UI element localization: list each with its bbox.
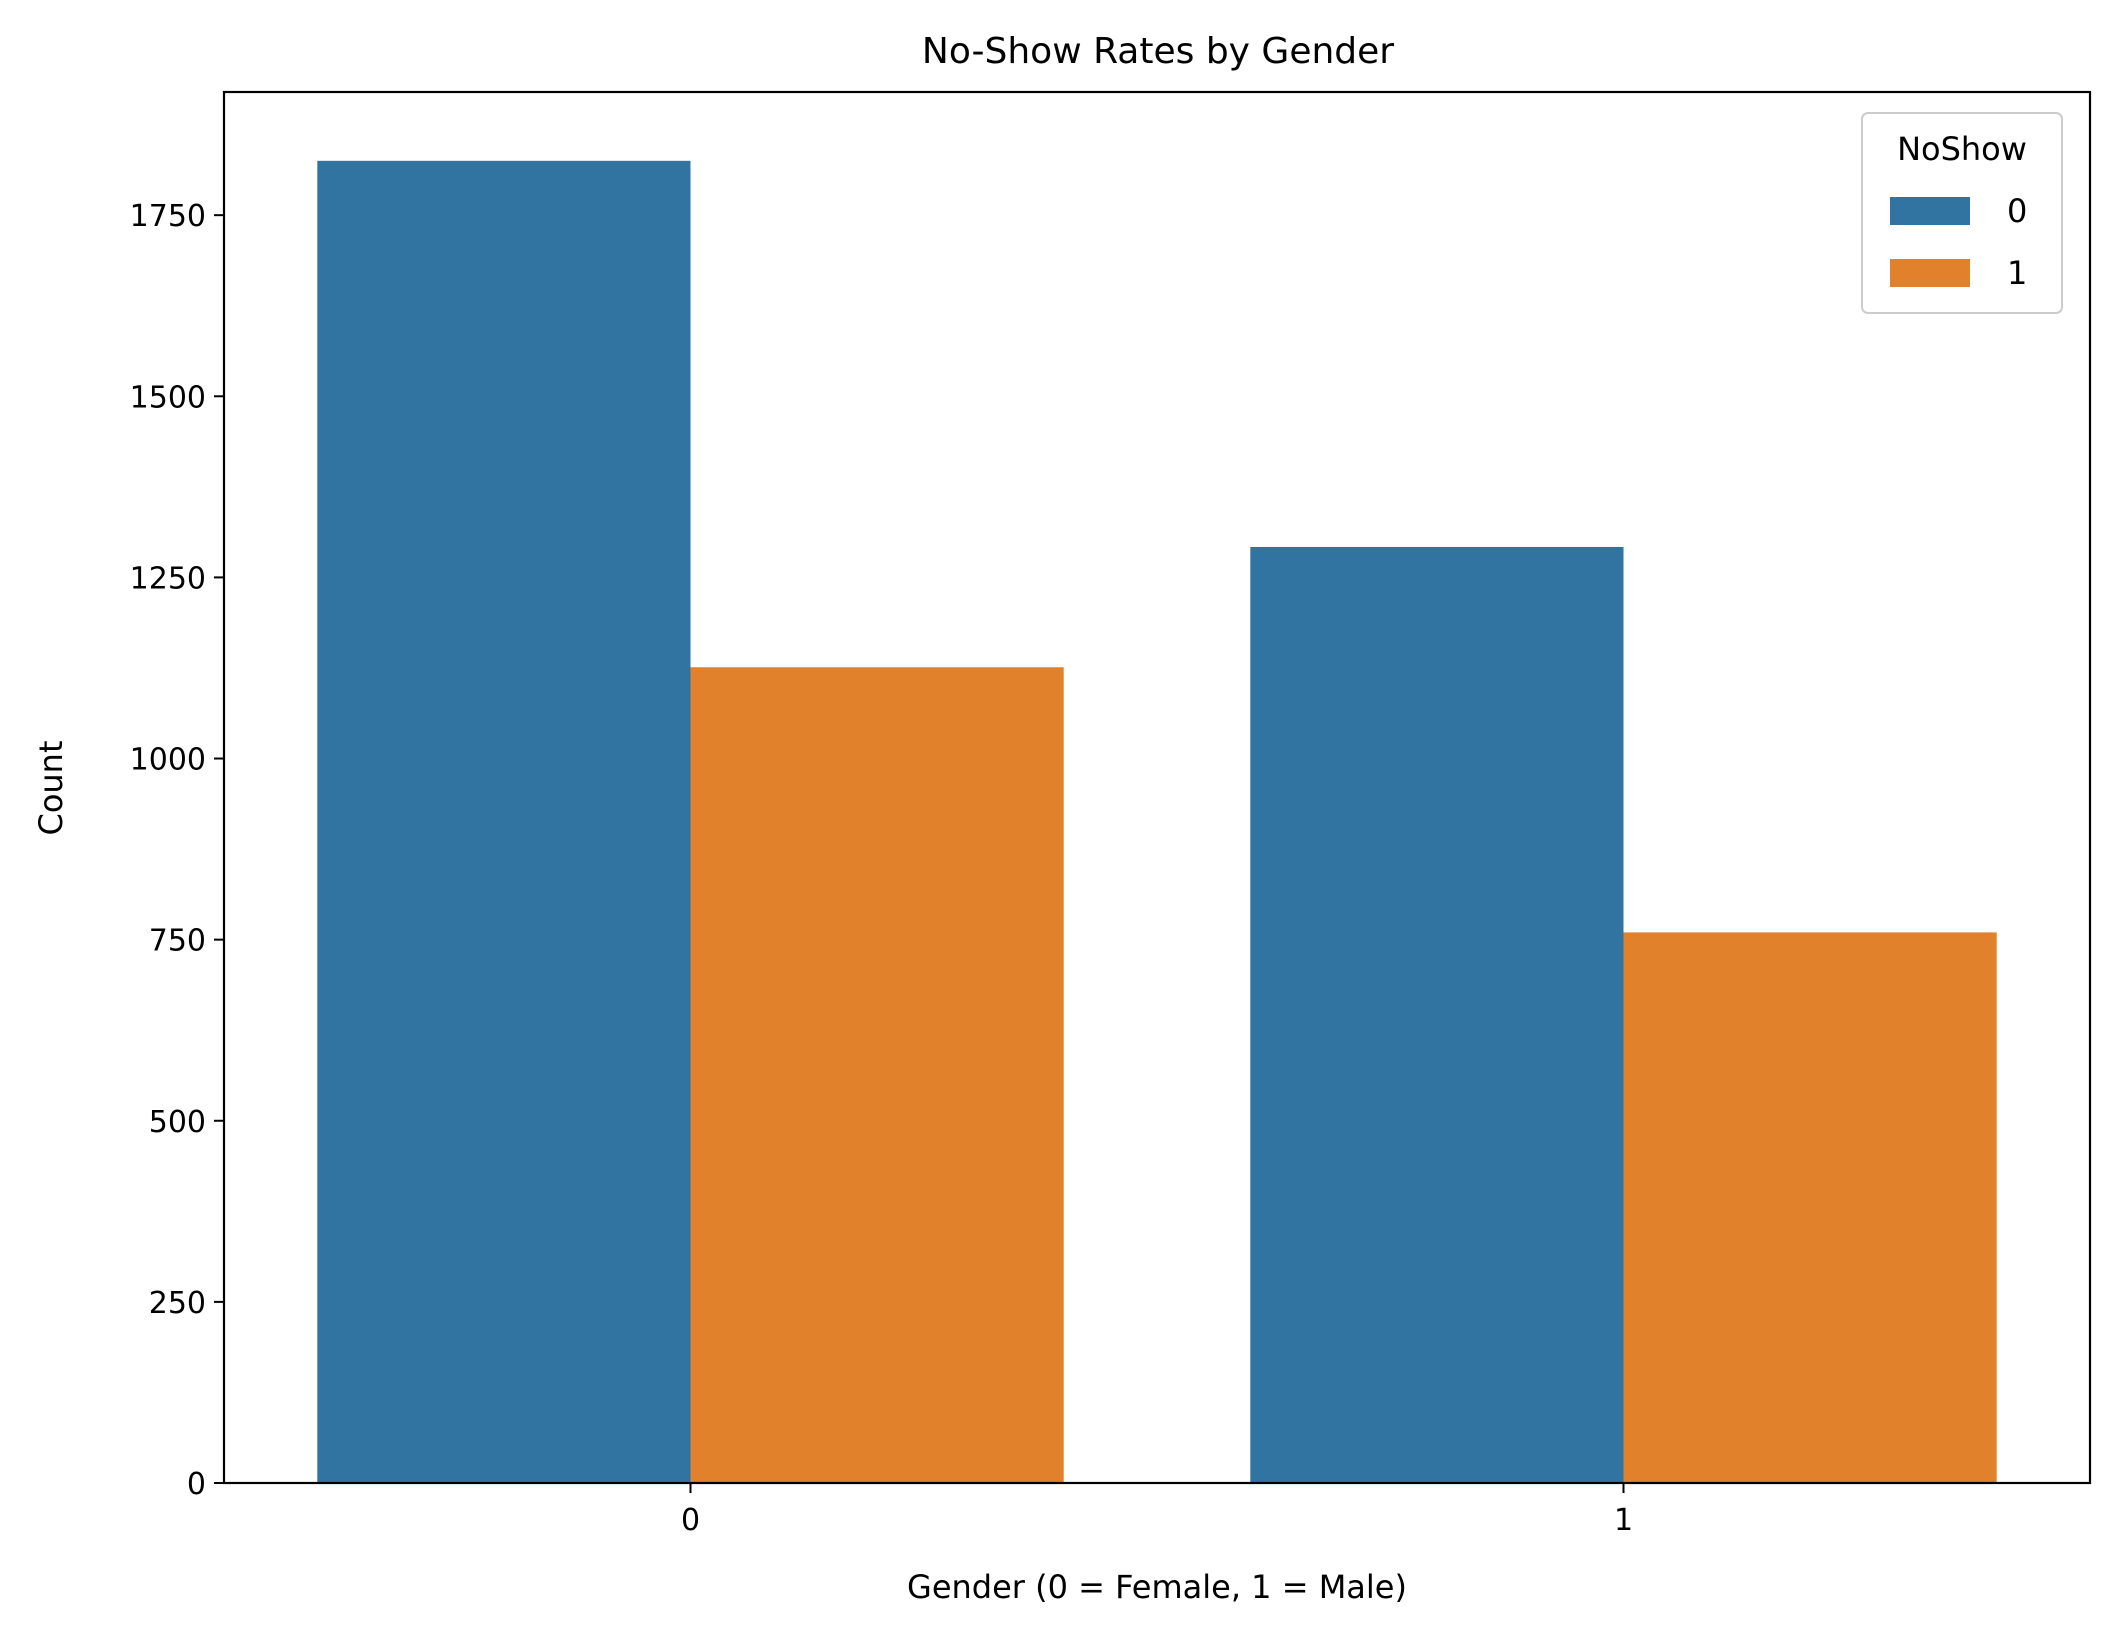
y-axis: 0 250 500 750 1000 1250 1500 1750 (130, 199, 224, 1502)
y-tick-label: 1750 (130, 199, 206, 234)
legend: NoShow 0 1 (1861, 112, 2063, 314)
y-tick-label: 1500 (130, 380, 206, 415)
y-tick-label: 0 (187, 1467, 206, 1502)
bars-group (317, 160, 1997, 1483)
x-axis-label: Gender (0 = Female, 1 = Male) (907, 1568, 1407, 1606)
bar-gender-0-noshow-1 (690, 667, 1064, 1483)
chart-title: No-Show Rates by Gender (922, 31, 1394, 72)
x-tick-label: 1 (1614, 1503, 1633, 1538)
y-tick-label: 500 (149, 1105, 206, 1140)
x-tick-label: 0 (681, 1503, 700, 1538)
y-tick-label: 1000 (130, 743, 206, 778)
plot-frame (222, 90, 2092, 1485)
legend-label-0: 0 (2007, 192, 2027, 230)
legend-swatch-1 (1890, 259, 1970, 287)
legend-swatch-0 (1890, 197, 1970, 225)
bar-gender-1-noshow-1 (1623, 932, 1997, 1483)
bar-gender-1-noshow-0 (1250, 546, 1624, 1483)
y-axis-label: Count (32, 740, 70, 835)
y-tick-label: 1250 (130, 561, 206, 596)
y-tick-label: 750 (149, 924, 206, 959)
bar-gender-0-noshow-0 (317, 160, 691, 1483)
legend-label-1: 1 (2007, 254, 2027, 292)
y-tick-label: 250 (149, 1286, 206, 1321)
legend-title: NoShow (1897, 130, 2027, 168)
